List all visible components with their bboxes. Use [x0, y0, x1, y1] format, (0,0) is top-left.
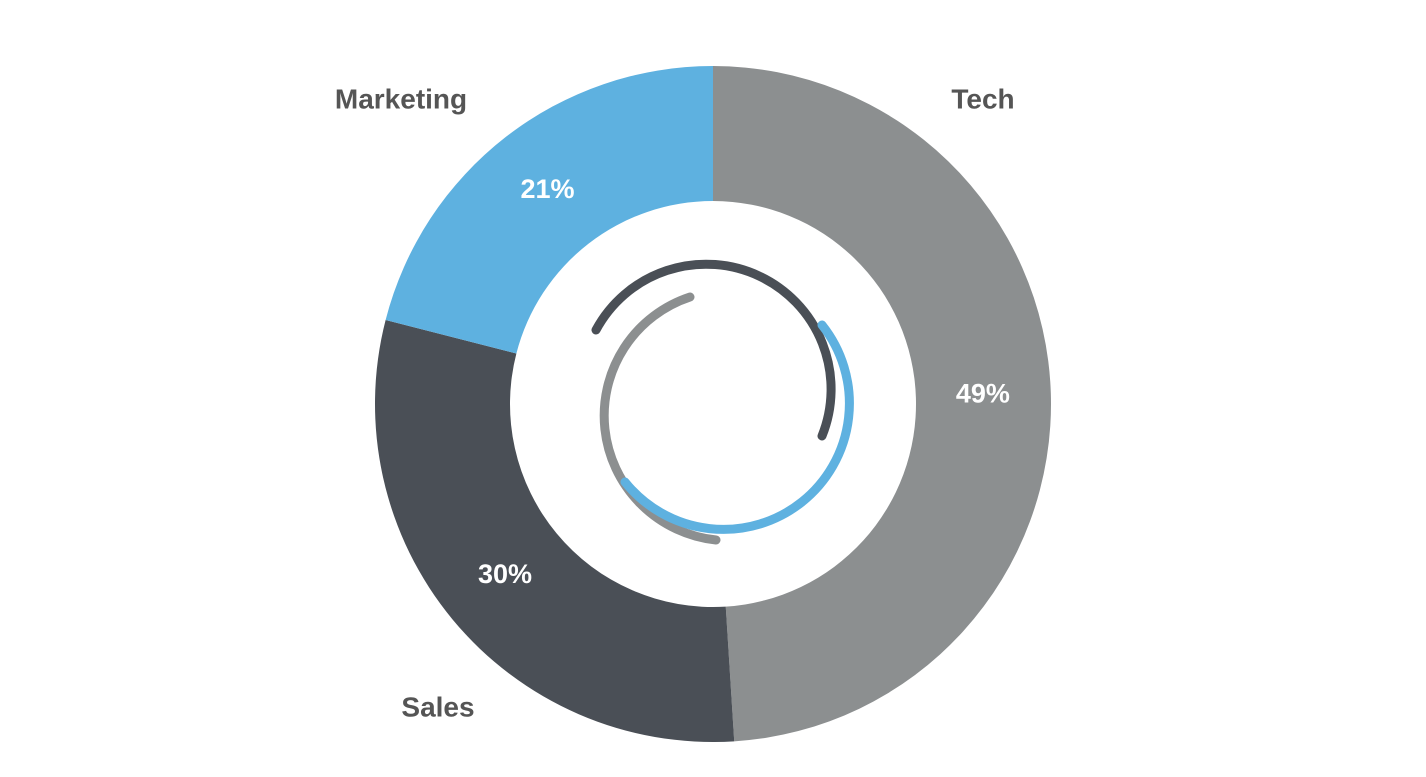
- category-label: Marketing: [335, 83, 467, 114]
- donut-slice: [374, 319, 735, 742]
- donut-slice: [385, 66, 713, 354]
- value-label: 21%: [520, 174, 574, 204]
- value-label: 30%: [478, 559, 532, 589]
- value-label: 49%: [956, 379, 1010, 409]
- center-logo: [591, 259, 854, 545]
- category-label: Tech: [951, 83, 1014, 114]
- category-label: Sales: [401, 691, 474, 722]
- donut-slice: [713, 66, 1051, 742]
